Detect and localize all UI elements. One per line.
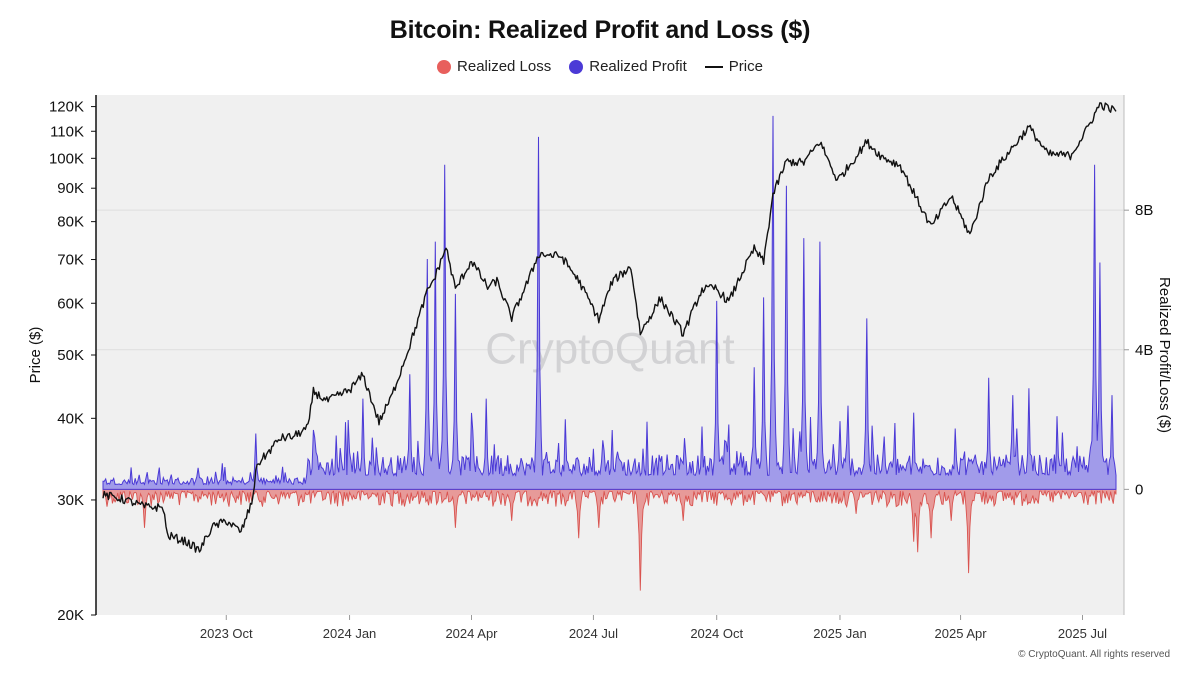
legend-item-price[interactable]: Price bbox=[704, 58, 763, 75]
x-tick-label: 2025 Jan bbox=[813, 626, 867, 641]
x-tick-label: 2024 Apr bbox=[445, 626, 498, 641]
x-tick-label: 2024 Jul bbox=[569, 626, 618, 641]
left-tick-label: 40K bbox=[57, 410, 84, 427]
chart-title: Bitcoin: Realized Profit and Loss ($) bbox=[389, 16, 811, 44]
legend: Realized Loss Realized Profit Price bbox=[0, 58, 1200, 75]
right-tick-label: 0 bbox=[1135, 481, 1143, 498]
left-tick-label: 30K bbox=[57, 492, 84, 509]
gridlines bbox=[96, 209, 1124, 351]
left-axis-ticks: 20K 30K 40K 50K 60K 70K 80K 90K 100K 110K 120K bbox=[49, 99, 96, 624]
y-axis-label-right: Realized Profit/Loss ($) bbox=[1156, 277, 1173, 433]
right-axis-ticks: 0 4B 8B bbox=[1124, 202, 1153, 498]
legend-item-realized-loss[interactable]: Realized Loss bbox=[437, 58, 551, 75]
left-tick-label: 110K bbox=[50, 123, 84, 140]
x-tick-label: 2025 Apr bbox=[935, 626, 988, 641]
legend-marker-realized-profit bbox=[569, 59, 584, 74]
x-tick-label: 2024 Oct bbox=[690, 626, 743, 641]
legend-marker-realized-loss bbox=[437, 59, 452, 74]
realized-loss-area bbox=[102, 488, 1117, 591]
price-line bbox=[102, 102, 1117, 553]
left-tick-label: 120K bbox=[49, 99, 84, 116]
left-tick-label: 100K bbox=[49, 150, 84, 167]
price-series bbox=[102, 102, 1117, 553]
left-tick-label: 20K bbox=[57, 607, 84, 624]
legend-label-price: Price bbox=[728, 58, 763, 75]
legend-label-realized-loss: Realized Loss bbox=[457, 58, 552, 75]
plot-background bbox=[96, 95, 1124, 615]
left-tick-label: 80K bbox=[57, 214, 84, 231]
x-tick-label: 2024 Jan bbox=[323, 626, 377, 641]
right-tick-label: 8B bbox=[1135, 202, 1153, 219]
copyright-notice: © CryptoQuant. All rights reserved bbox=[1018, 649, 1170, 660]
left-tick-label: 50K bbox=[57, 347, 84, 364]
realized-profit-series bbox=[102, 115, 1117, 490]
left-tick-label: 60K bbox=[57, 295, 84, 312]
realized-loss-series bbox=[102, 488, 1117, 591]
x-axis-ticks: 2023 Oct 2024 Jan 2024 Apr 2024 Jul 2024 Oct… bbox=[200, 615, 1107, 641]
left-tick-label: 70K bbox=[57, 252, 84, 269]
x-tick-label: 2023 Oct bbox=[200, 626, 253, 641]
y-axis-label-left: Price ($) bbox=[27, 327, 44, 384]
watermark: CryptoQuant bbox=[485, 325, 734, 374]
legend-item-realized-profit[interactable]: Realized Profit bbox=[569, 58, 687, 75]
legend-label-realized-profit: Realized Profit bbox=[589, 58, 687, 75]
x-tick-label: 2025 Jul bbox=[1058, 626, 1107, 641]
realized-profit-area bbox=[102, 115, 1117, 490]
left-tick-label: 90K bbox=[57, 180, 84, 197]
right-tick-label: 4B bbox=[1135, 342, 1153, 359]
legend-marker-price bbox=[704, 65, 723, 68]
